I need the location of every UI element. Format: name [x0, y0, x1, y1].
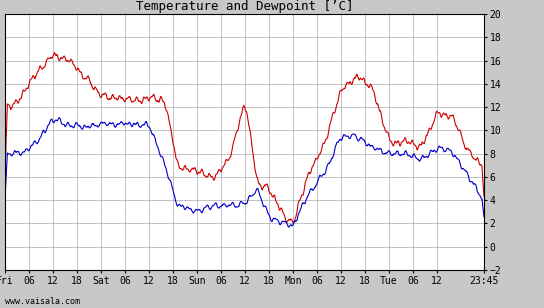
Title: Temperature and Dewpoint [’C]: Temperature and Dewpoint [’C]	[136, 0, 353, 13]
Text: www.vaisala.com: www.vaisala.com	[5, 298, 81, 306]
